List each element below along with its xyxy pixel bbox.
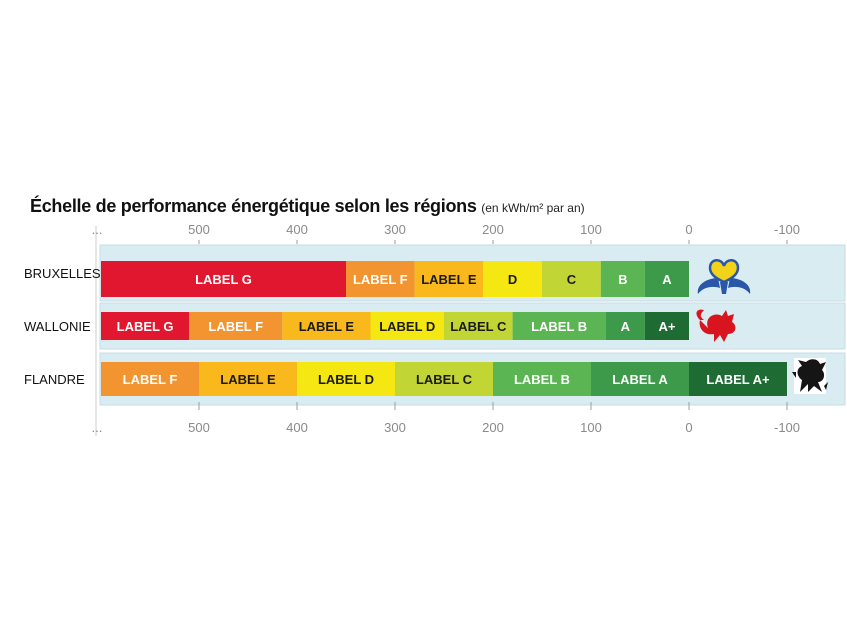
segment-bar: [297, 362, 395, 396]
segment-bar: [605, 312, 645, 340]
segment-label: LABEL E: [220, 372, 276, 387]
row-wallonie: WALLONIE LABEL G LABEL F LABEL E LABEL D LABE…: [24, 302, 846, 350]
chart-title: Échelle de performance énergétique selon…: [30, 196, 830, 217]
rooster-icon: [696, 309, 736, 342]
row-label-flandre: FLANDRE: [24, 372, 85, 387]
segment-bar: [370, 312, 444, 340]
segment-bar: [689, 362, 787, 396]
bottom-axis-tick-label: 400: [286, 420, 308, 435]
segment-bar: [483, 261, 542, 297]
bottom-axis-tick-label-ellipsis: ...: [92, 420, 103, 435]
segment-label: LABEL B: [514, 372, 570, 387]
bottom-axis-tick-label: 200: [482, 420, 504, 435]
iris-icon: [697, 259, 751, 294]
top-axis-tick-label: -100: [774, 222, 800, 237]
segment-label: A: [662, 272, 672, 287]
segment-bruxelles-label-f: LABEL F: [346, 261, 415, 297]
top-axis-tick-label: 100: [580, 222, 602, 237]
segment-bar: [199, 362, 297, 396]
segment-label: B: [618, 272, 627, 287]
top-axis-tick-label-ellipsis: ...: [92, 222, 103, 237]
segment-flandre-label-c: LABEL C: [395, 362, 493, 396]
row-label-bruxelles: BRUXELLES: [24, 266, 101, 281]
row-label-wallonie: WALLONIE: [24, 319, 91, 334]
chart-title-main: Échelle de performance énergétique selon…: [30, 196, 477, 216]
segment-flandre-label-b: LABEL B: [493, 362, 591, 396]
segment-bar: [644, 261, 689, 297]
segment-bar: [600, 261, 645, 297]
segment-bar: [414, 261, 484, 297]
segment-label: LABEL G: [117, 319, 174, 334]
segment-bar: [542, 261, 601, 297]
top-axis-tick-label: 200: [482, 222, 504, 237]
segment-flandre-label-d: LABEL D: [297, 362, 395, 396]
segment-wallonie-label-d: LABEL D: [370, 312, 444, 340]
segment-bar: [346, 261, 415, 297]
segment-label: D: [508, 272, 517, 287]
segment-label: LABEL C: [416, 372, 473, 387]
chart-title-unit: (en kWh/m² par an): [481, 201, 585, 215]
segment-bruxelles-d: D: [483, 261, 542, 297]
segment-bruxelles-a: A: [644, 261, 689, 297]
segment-label: LABEL A+: [706, 372, 770, 387]
segment-bar: [395, 362, 493, 396]
segment-label: LABEL C: [450, 319, 507, 334]
segment-label: LABEL D: [379, 319, 435, 334]
segment-wallonie-label-f: LABEL F: [189, 312, 283, 340]
segment-label: LABEL D: [318, 372, 374, 387]
segment-flandre-label-a: LABEL A+: [689, 362, 787, 396]
top-axis-tick-label: 0: [685, 222, 692, 237]
top-axis-tick-label: 500: [188, 222, 210, 237]
segment-bruxelles-label-e: LABEL E: [414, 261, 484, 297]
segment-bar: [512, 312, 606, 340]
segment-bruxelles-c: C: [542, 261, 601, 297]
segment-wallonie-a: A: [605, 312, 645, 340]
segment-bar: [644, 312, 689, 340]
top-axis-tick-label: 300: [384, 222, 406, 237]
segment-label: LABEL E: [421, 272, 477, 287]
segment-flandre-label-e: LABEL E: [199, 362, 297, 396]
segment-bar: [444, 312, 513, 340]
row-flandre: FLANDRE LABEL F LABEL E LABEL D LABEL C LABEL…: [24, 352, 846, 406]
top-axis-tick-label: 400: [286, 222, 308, 237]
segment-bar: [189, 312, 283, 340]
segment-bar: [101, 362, 199, 396]
bottom-axis-tick-label: 0: [685, 420, 692, 435]
region-rows: BRUXELLES LABEL G LABEL F LABEL E D C B AWALLON…: [24, 244, 846, 406]
segment-bar: [282, 312, 371, 340]
segment-bar: [591, 362, 689, 396]
segment-bruxelles-b: B: [600, 261, 645, 297]
segment-bruxelles-label-g: LABEL G: [101, 261, 346, 297]
segment-label: LABEL E: [299, 319, 355, 334]
segment-label: LABEL B: [531, 319, 587, 334]
row-bruxelles: BRUXELLES LABEL G LABEL F LABEL E D C B A: [24, 244, 846, 302]
segment-bar: [101, 261, 346, 297]
segment-label: C: [567, 272, 577, 287]
segment-flandre-label-a: LABEL A: [591, 362, 689, 396]
segment-label: LABEL F: [123, 372, 178, 387]
segment-wallonie-label-c: LABEL C: [444, 312, 513, 340]
bottom-axis: ... 500 400 300 200 100 0 -100: [92, 402, 800, 435]
segment-bar: [101, 312, 190, 340]
segment-wallonie-a: A+: [644, 312, 689, 340]
bottom-axis-tick-label: 100: [580, 420, 602, 435]
segment-wallonie-label-g: LABEL G: [101, 312, 190, 340]
top-axis: ... 500 400 300 200 100 0 -100: [92, 222, 800, 244]
bottom-axis-tick-label: 500: [188, 420, 210, 435]
segment-label: LABEL F: [208, 319, 263, 334]
segment-wallonie-label-e: LABEL E: [282, 312, 371, 340]
segment-label: LABEL F: [353, 272, 408, 287]
bottom-axis-tick-label: 300: [384, 420, 406, 435]
segment-label: A+: [658, 319, 675, 334]
segment-wallonie-label-b: LABEL B: [512, 312, 606, 340]
bottom-axis-tick-label: -100: [774, 420, 800, 435]
segment-label: LABEL A: [612, 372, 668, 387]
segment-flandre-label-f: LABEL F: [101, 362, 199, 396]
segment-label: A: [621, 319, 631, 334]
segment-label: LABEL G: [195, 272, 252, 287]
segment-bar: [493, 362, 591, 396]
lion-icon: [792, 358, 828, 394]
